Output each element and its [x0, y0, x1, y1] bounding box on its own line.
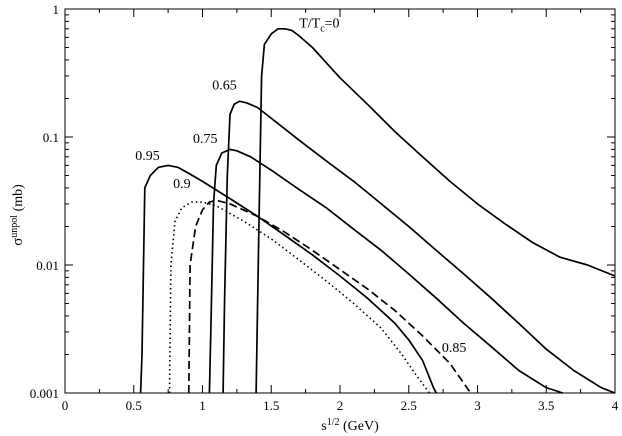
- x-tick-label: 4: [612, 398, 619, 413]
- x-axis-title: s1/2 (GeV): [321, 417, 379, 434]
- curve-dashed: [187, 199, 472, 394]
- x-tick-label: 1.5: [263, 398, 279, 413]
- curve-solid: [255, 27, 616, 394]
- y-tick-label: 0.1: [43, 130, 59, 145]
- axis-ticks: [64, 8, 616, 394]
- y-axis-title: σunpol (mb): [9, 184, 26, 246]
- x-tick-label: 1: [199, 398, 206, 413]
- curve-label: T/Tc=0: [299, 16, 339, 34]
- curve-labels: T/Tc=0 0.65 0.75 0.95 0.9 0.85: [135, 16, 466, 355]
- y-tick-label: 0.001: [30, 386, 59, 401]
- curve-solid: [139, 164, 438, 394]
- data-curves: [139, 27, 616, 394]
- y-tick-label: 0.01: [36, 258, 59, 273]
- curve-solid: [222, 100, 616, 394]
- curve-solid: [208, 148, 564, 394]
- x-tick-label: 0: [62, 398, 69, 413]
- curve-label: 0.9: [173, 177, 191, 192]
- x-tick-label: 2.5: [401, 398, 417, 413]
- curve-label: 0.95: [135, 149, 160, 164]
- x-tick-label: 2: [337, 398, 344, 413]
- x-tick-label: 0.5: [126, 398, 142, 413]
- x-tick-label: 3: [474, 398, 481, 413]
- curve-label: 0.65: [212, 79, 237, 94]
- curve-label: 0.75: [193, 132, 218, 147]
- x-tick-label: 3.5: [538, 398, 554, 413]
- curve-dotted: [168, 201, 431, 394]
- curve-label: 0.85: [442, 341, 467, 356]
- axis-tick-labels: 0 0.5 1 1.5 2 2.5 3 3.5 4 0.001 0.01 0.1 1: [30, 2, 619, 413]
- y-tick-label: 1: [53, 2, 60, 17]
